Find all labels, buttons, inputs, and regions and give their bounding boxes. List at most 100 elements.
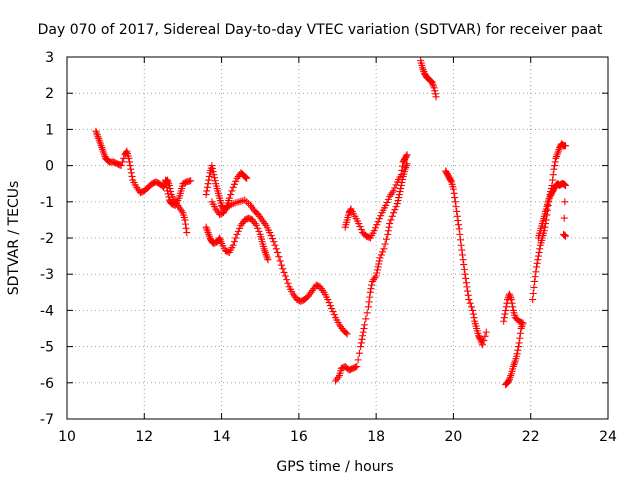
data-point-arc-6 xyxy=(391,206,399,214)
data-point-arc-5 xyxy=(329,308,337,316)
x-tick-label: 14 xyxy=(213,429,231,445)
data-point-arc-6 xyxy=(358,335,366,343)
data-point-arc-11 xyxy=(531,273,539,281)
data-point-arc-6 xyxy=(382,235,390,243)
data-point-arc-3 xyxy=(228,187,236,195)
data-point-arc-11 xyxy=(534,252,542,260)
data-point-arc-5 xyxy=(281,272,289,280)
data-point-arc-9 xyxy=(449,185,457,193)
y-tick-label: -2 xyxy=(40,231,54,247)
data-point-arc-1 xyxy=(183,229,191,237)
data-point-arc-10 xyxy=(514,343,522,351)
data-point-arc-11 xyxy=(533,259,541,267)
data-point-arc-10 xyxy=(503,299,511,307)
data-point-arc-7 xyxy=(355,220,363,228)
data-point-arc-5 xyxy=(343,330,351,338)
data-point-arc-9 xyxy=(480,337,488,345)
data-point-arc-6 xyxy=(359,332,367,340)
data-point-arc-6 xyxy=(372,272,380,280)
x-tick-label: 24 xyxy=(599,429,617,445)
data-point-arc-9 xyxy=(457,241,465,249)
y-tick-label: -4 xyxy=(40,303,54,319)
data-point-arc-6 xyxy=(360,325,368,332)
data-point-arc-9 xyxy=(460,265,468,273)
x-tick-label: 22 xyxy=(522,429,540,445)
data-point-arc-6 xyxy=(376,254,384,262)
data-point-arc-5 xyxy=(270,238,278,246)
data-point-arc-7 xyxy=(383,198,391,206)
data-point-arc-1 xyxy=(127,169,135,177)
data-point-arc-10 xyxy=(510,361,518,369)
data-point-arc-11 xyxy=(532,268,540,276)
data-point-arc-6 xyxy=(395,194,403,202)
data-point-arc-4 xyxy=(236,224,244,232)
data-point-arc-11 xyxy=(529,296,537,304)
data-point-arc-6 xyxy=(397,185,405,193)
data-point-arc-2 xyxy=(162,180,170,188)
data-point-arc-11 xyxy=(531,277,539,285)
data-point-arc-9 xyxy=(469,306,477,314)
data-point-arc-10 xyxy=(509,303,517,311)
data-point-arc-6 xyxy=(388,212,396,220)
data-point-arc-5 xyxy=(268,235,276,243)
y-tick-label: 1 xyxy=(45,122,54,138)
x-tick-label: 20 xyxy=(445,429,463,445)
data-point-arc-3 xyxy=(202,191,210,199)
data-point-arc-9 xyxy=(461,270,469,278)
data-point-arc-6 xyxy=(373,269,381,277)
data-point-arc-4 xyxy=(232,234,240,242)
data-point-arc-9 xyxy=(456,230,464,238)
data-point-arc-12 xyxy=(561,181,569,189)
data-point-arc-10 xyxy=(505,376,513,384)
data-point-arc-5 xyxy=(325,299,333,307)
data-point-arc-6 xyxy=(396,188,404,196)
data-point-arc-5 xyxy=(275,253,283,261)
data-point-arc-11 xyxy=(530,283,538,291)
data-point-arc-11 xyxy=(551,158,559,166)
data-point-arc-10 xyxy=(514,346,522,354)
data-point-arc-11 xyxy=(534,256,542,264)
data-point-arc-3 xyxy=(232,177,240,185)
data-point-arc-11 xyxy=(561,142,569,150)
data-point-arc-2 xyxy=(163,187,171,195)
data-point-arc-7 xyxy=(382,201,390,209)
data-point-arc-12 xyxy=(561,232,569,240)
data-point-arc-6 xyxy=(384,230,392,238)
data-point-arc-7 xyxy=(371,224,379,232)
data-point-arc-7 xyxy=(399,162,407,170)
data-point-arc-1 xyxy=(125,154,133,162)
data-point-arc-9 xyxy=(454,217,462,225)
data-point-arc-6 xyxy=(386,220,394,228)
data-point-arc-9 xyxy=(458,246,466,254)
data-point-arc-6 xyxy=(387,216,395,224)
data-point-arc-6 xyxy=(366,293,374,301)
data-point-arc-10 xyxy=(513,315,521,323)
data-point-arc-5 xyxy=(267,232,275,240)
data-point-arc-3 xyxy=(204,180,212,188)
data-point-arc-10 xyxy=(509,306,517,314)
x-tick-label: 18 xyxy=(367,429,385,445)
data-point-arc-6 xyxy=(381,240,389,248)
data-point-arc-6 xyxy=(362,315,370,323)
data-point-arc-10 xyxy=(513,350,521,358)
data-point-arc-5 xyxy=(326,302,334,310)
data-point-arc-3 xyxy=(209,165,217,173)
data-point-arc-7 xyxy=(403,151,411,159)
data-point-arc-5 xyxy=(274,248,282,256)
data-point-arc-1 xyxy=(117,162,125,170)
data-point-arc-8 xyxy=(431,87,439,95)
data-point-arc-9 xyxy=(464,287,472,295)
data-point-arc-3 xyxy=(208,162,216,170)
x-axis-label: GPS time / hours xyxy=(276,459,393,475)
data-point-arc-9 xyxy=(478,341,486,349)
data-point-arc-6 xyxy=(355,349,363,357)
data-point-arc-3 xyxy=(211,177,219,185)
data-point-arc-3 xyxy=(210,171,218,179)
data-point-arc-9 xyxy=(453,207,461,215)
data-point-arc-6 xyxy=(379,248,387,256)
data-point-arc-9 xyxy=(450,189,458,197)
data-point-arc-9 xyxy=(453,212,461,220)
data-point-arc-7 xyxy=(402,152,410,160)
data-point-arc-6 xyxy=(398,178,406,186)
data-point-arc-7 xyxy=(374,218,382,226)
